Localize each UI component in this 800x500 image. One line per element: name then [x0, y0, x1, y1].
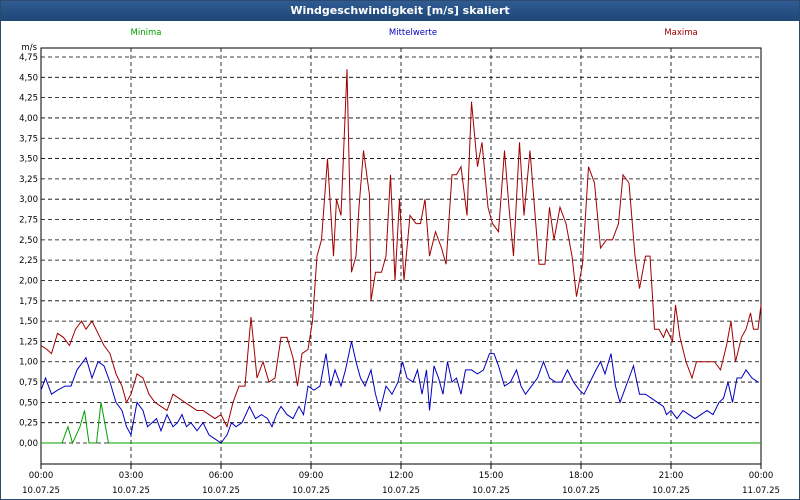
x-tick-time: 12:00: [389, 471, 414, 481]
series-line-maxima: [40, 69, 762, 429]
x-tick-time: 06:00: [209, 471, 234, 481]
y-tick-label: 0,25: [19, 419, 38, 429]
series-line-minima: [41, 402, 761, 445]
y-tick-label: 2,75: [19, 216, 38, 226]
x-tick-date: 10.07.25: [562, 486, 600, 496]
y-tick-label: 0,00: [19, 439, 38, 449]
x-tick-date: 10.07.25: [22, 486, 60, 496]
y-tick-label: 1,00: [19, 358, 38, 368]
y-tick-label: 2,25: [19, 256, 38, 266]
window-title: Windgeschwindigkeit [m/s] skaliert: [1, 1, 799, 21]
y-tick-label: 2,50: [19, 236, 38, 246]
x-tick-time: 03:00: [119, 471, 144, 481]
legend-mittelwerte: Mittelwerte: [389, 28, 437, 38]
x-tick-time: 00:00: [749, 471, 774, 481]
x-tick-date: 10.07.25: [652, 486, 690, 496]
y-tick-label: 2,00: [19, 276, 38, 286]
x-tick-time: 21:00: [659, 471, 684, 481]
x-tick-date: 10.07.25: [202, 486, 240, 496]
wind-speed-chart: 4,75 4,50 4,25 4,00 3,75 3,50 3,25 3,00 2,75 2,50…: [19, 28, 780, 496]
y-tick-label: 3,75: [19, 134, 38, 144]
y-tick-label: 0,75: [19, 378, 38, 388]
y-tick-label: 0,50: [19, 398, 38, 408]
y-tick-label: 3,25: [19, 175, 38, 185]
legend-maxima: Maxima: [664, 28, 697, 38]
series-line-mittelwerte: [40, 341, 759, 444]
y-axis-unit: m/s: [21, 43, 37, 53]
x-tick-date: 10.07.25: [112, 486, 150, 496]
x-tick-date: 10.07.25: [382, 486, 420, 496]
y-tick-label: 3,00: [19, 195, 38, 205]
legend-minima: Minima: [131, 28, 162, 38]
y-tick-label: 1,25: [19, 337, 38, 347]
x-tick-time: 00:00: [29, 471, 54, 481]
x-tick-time: 15:00: [479, 471, 504, 481]
x-tick-time: 09:00: [299, 471, 324, 481]
y-tick-label: 1,75: [19, 297, 38, 307]
x-tick-date: 11.07.25: [742, 486, 780, 496]
x-tick-time: 18:00: [569, 471, 594, 481]
y-tick-label: 3,50: [19, 155, 38, 165]
x-tick-date: 10.07.25: [292, 486, 330, 496]
y-tick-label: 4,25: [19, 94, 38, 104]
x-tick-date: 10.07.25: [472, 486, 510, 496]
y-tick-label: 4,50: [19, 73, 38, 83]
y-tick-label: 4,00: [19, 114, 38, 124]
y-tick-label: 1,50: [19, 317, 38, 327]
y-tick-label: 4,75: [19, 53, 38, 63]
